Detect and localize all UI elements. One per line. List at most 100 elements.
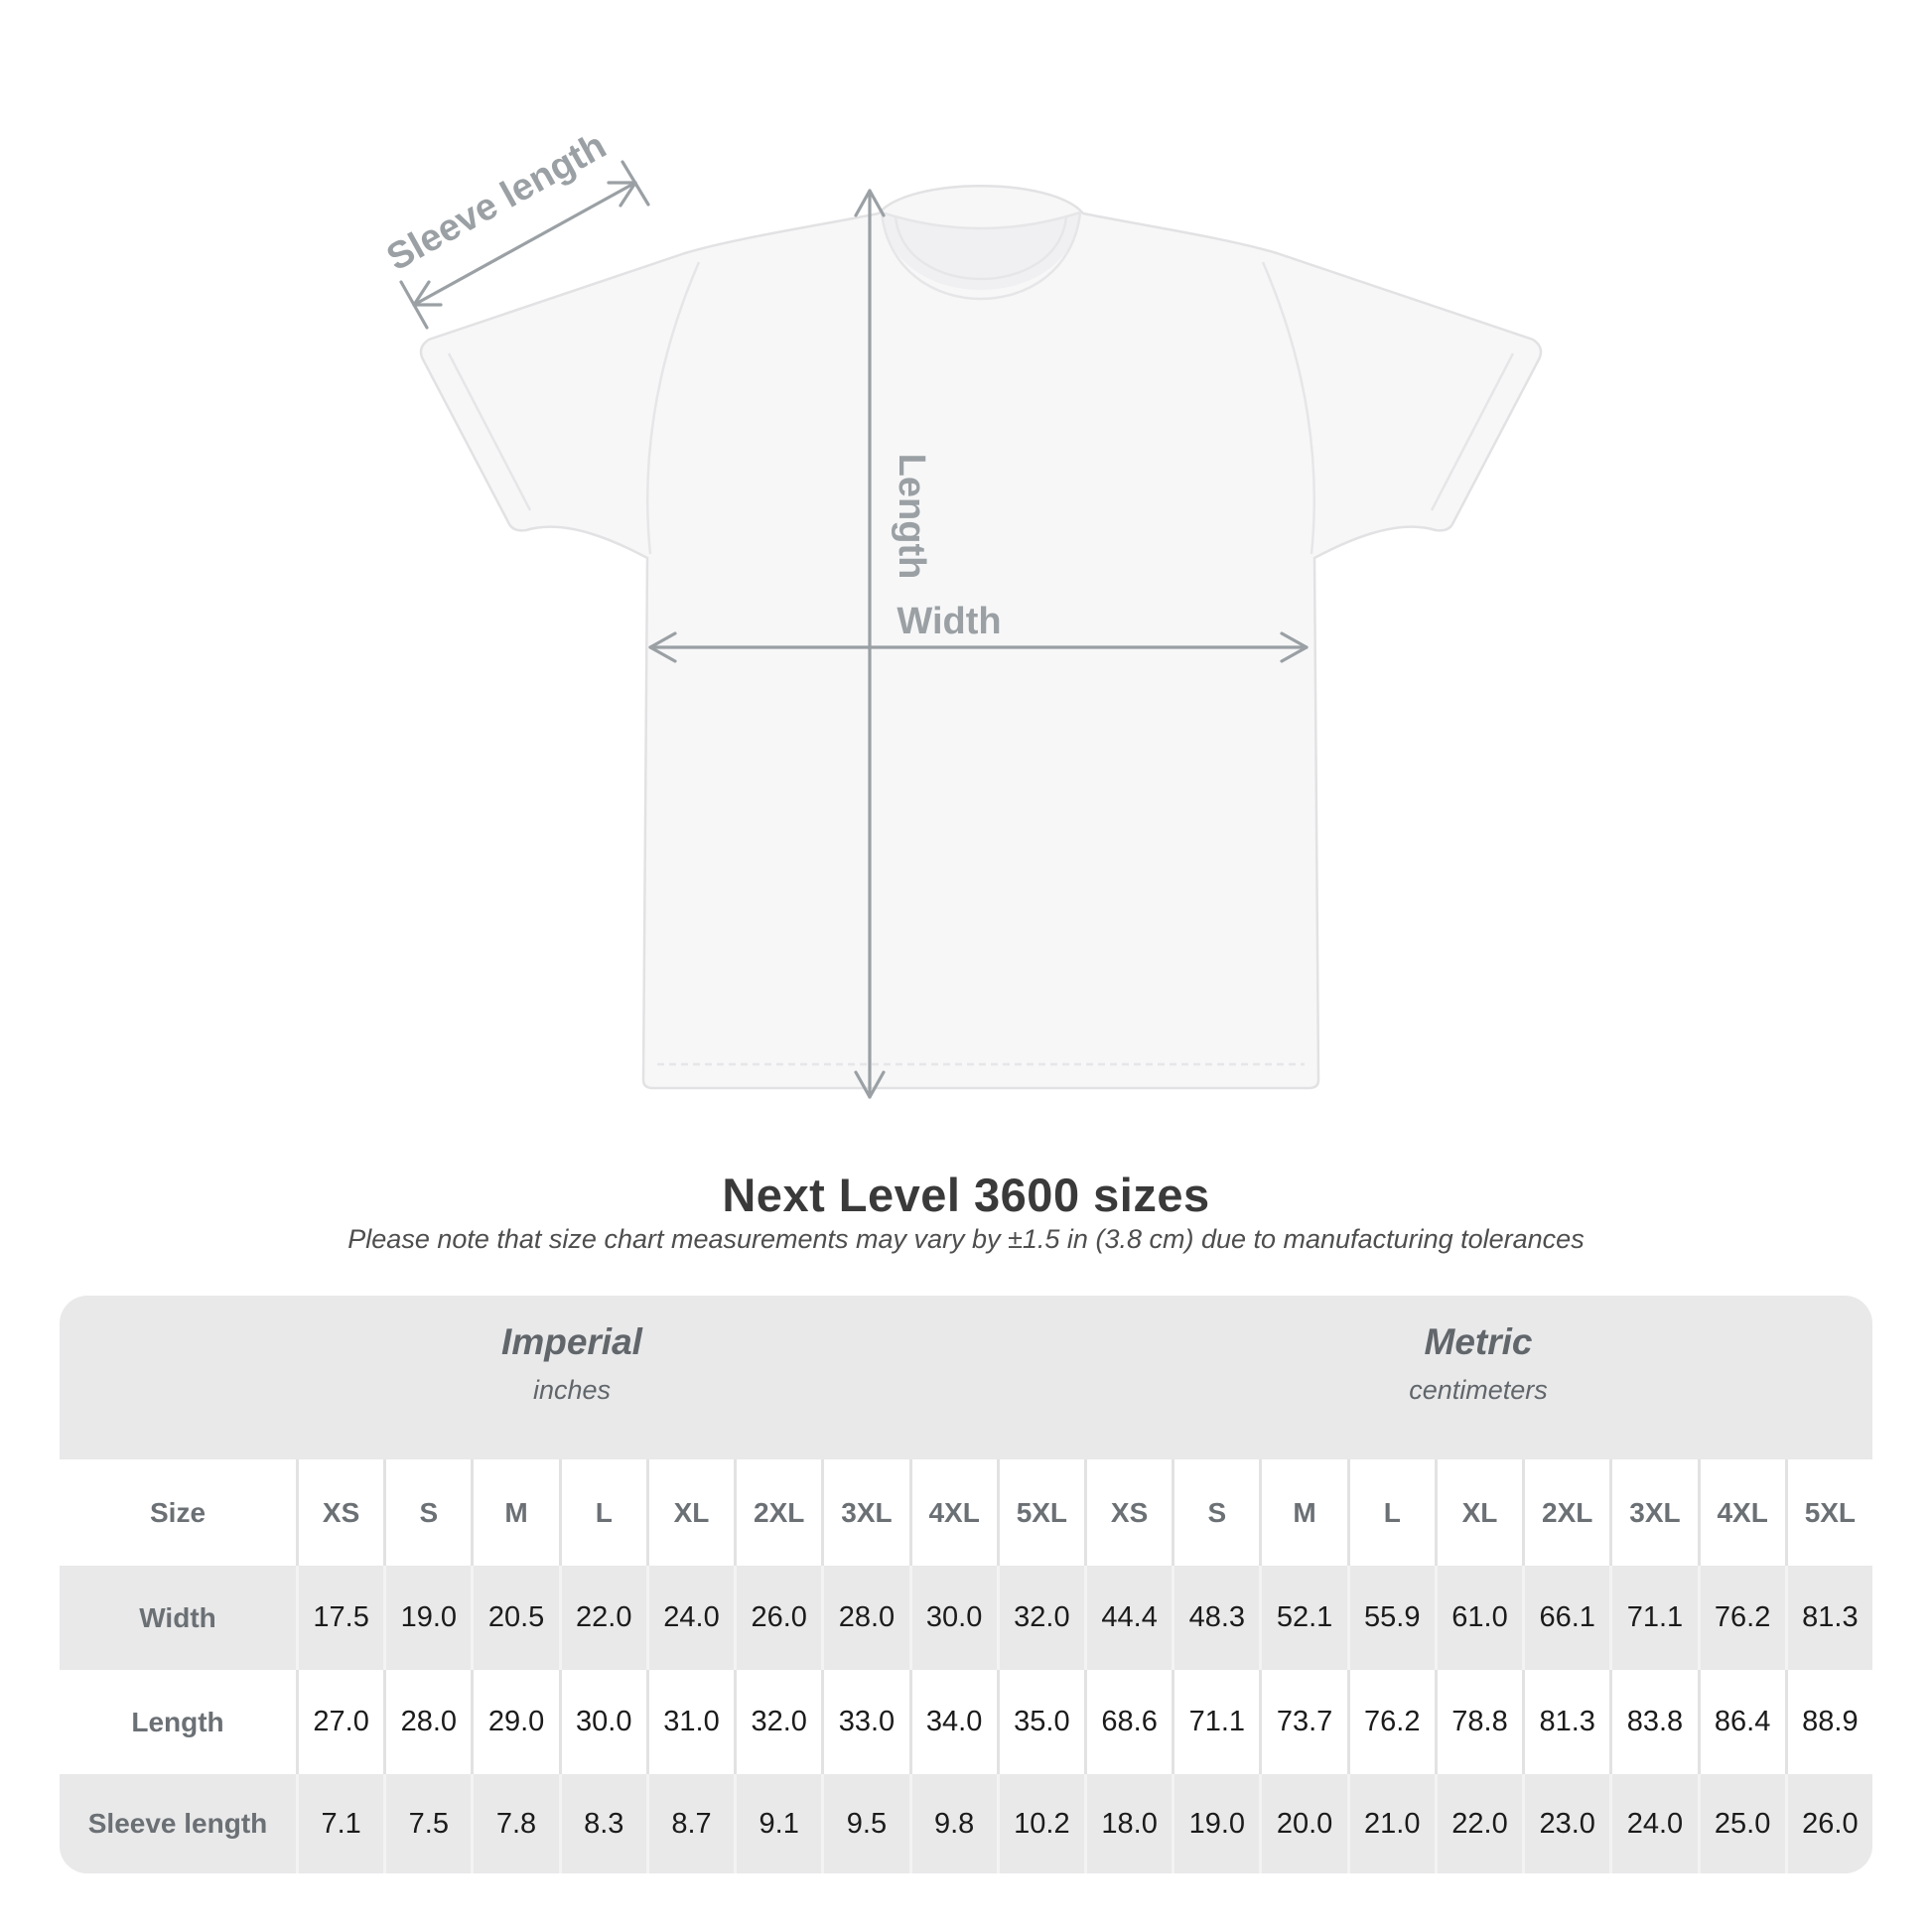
table-cell: 22.0 [558, 1566, 646, 1670]
table-cell: 83.8 [1609, 1670, 1697, 1774]
row-label: Length [131, 1706, 224, 1737]
table-cell: 20.0 [1259, 1774, 1346, 1873]
table-cell: 9.1 [734, 1774, 821, 1873]
size-header: XS [1083, 1459, 1172, 1566]
table-cell: 30.0 [908, 1566, 997, 1670]
width-label: Width [897, 601, 1001, 642]
sleeve-length-arrow [399, 160, 650, 330]
table-cell: 71.1 [1172, 1670, 1259, 1774]
collar-inner-seam [894, 215, 1068, 281]
left-sleeve-hem [447, 352, 532, 511]
right-sleeve-hem [1430, 352, 1515, 511]
unit-group-name: Metric [1424, 1321, 1533, 1362]
size-header: M [471, 1459, 558, 1566]
size-header: XS [296, 1459, 383, 1566]
table-cell: 32.0 [996, 1566, 1084, 1670]
unit-group-imperial: Imperial inches [60, 1296, 1084, 1459]
size-header: L [1346, 1459, 1435, 1566]
size-header: 2XL [734, 1459, 821, 1566]
table-cell: 61.0 [1434, 1566, 1522, 1670]
table-cell: 68.6 [1083, 1670, 1172, 1774]
table-cell: 66.1 [1522, 1566, 1609, 1670]
collar-outer-seam [880, 211, 1082, 301]
table-cell: 31.0 [645, 1670, 734, 1774]
table-cell: 76.2 [1697, 1566, 1785, 1670]
table-cell: 44.4 [1083, 1566, 1172, 1670]
tshirt-illustration [419, 185, 1543, 1090]
unit-group-name: Imperial [501, 1321, 642, 1362]
table-cell: 78.8 [1434, 1670, 1522, 1774]
row-label: Sleeve length [87, 1808, 268, 1839]
length-label: Length [891, 454, 932, 580]
size-header: 4XL [1697, 1459, 1785, 1566]
size-header: 5XL [1784, 1459, 1872, 1566]
length-arrow [854, 189, 886, 1099]
table-cell: 22.0 [1434, 1774, 1522, 1873]
unit-header-row: Imperial inches Metric centimeters [60, 1296, 1872, 1459]
table-cell: 9.5 [821, 1774, 908, 1873]
size-header: 3XL [821, 1459, 908, 1566]
table-cell: 73.7 [1259, 1670, 1346, 1774]
table-cell: 81.3 [1522, 1670, 1609, 1774]
table-cell: 20.5 [471, 1566, 558, 1670]
table-cell: 88.9 [1784, 1670, 1872, 1774]
table-cell: 9.8 [908, 1774, 997, 1873]
table-cell: 8.7 [645, 1774, 734, 1873]
table-cell: 19.0 [383, 1566, 471, 1670]
table-cell: 52.1 [1259, 1566, 1346, 1670]
size-header: 4XL [908, 1459, 997, 1566]
table-cell: 71.1 [1609, 1566, 1697, 1670]
table-cell: 48.3 [1172, 1566, 1259, 1670]
table-cell: 81.3 [1784, 1566, 1872, 1670]
table-cell: 21.0 [1346, 1774, 1435, 1873]
size-header: XL [645, 1459, 734, 1566]
size-header: XL [1434, 1459, 1522, 1566]
back-neck-seam [881, 210, 1081, 230]
table-cell: 24.0 [645, 1566, 734, 1670]
collar-shading [882, 212, 1080, 290]
size-column-header: Size [149, 1496, 207, 1528]
table-cell: 35.0 [996, 1670, 1084, 1774]
table-cell: 26.0 [1784, 1774, 1872, 1873]
sleeve-length-label: Sleeve length [380, 125, 614, 280]
table-header-row: Size XS S M L XL 2XL 3XL 4XL 5XL XS S M … [60, 1459, 1872, 1566]
unit-group-unit: inches [532, 1375, 612, 1405]
table-cell: 30.0 [558, 1670, 646, 1774]
table-cell: 17.5 [296, 1566, 383, 1670]
table-cell: 24.0 [1609, 1774, 1697, 1873]
table-cell: 7.8 [471, 1774, 558, 1873]
right-armhole-seam [1261, 261, 1315, 555]
page-title: Next Level 3600 sizes [722, 1169, 1210, 1221]
table-row-width: Width 17.5 19.0 20.5 22.0 24.0 26.0 28.0… [60, 1566, 1872, 1670]
table-cell: 18.0 [1083, 1774, 1172, 1873]
table-cell: 7.1 [296, 1774, 383, 1873]
table-cell: 10.2 [996, 1774, 1084, 1873]
table-cell: 55.9 [1346, 1566, 1435, 1670]
table-cell: 27.0 [296, 1670, 383, 1774]
table-cell: 23.0 [1522, 1774, 1609, 1873]
size-header: 5XL [996, 1459, 1084, 1566]
row-label: Width [139, 1601, 216, 1633]
size-header: S [383, 1459, 471, 1566]
left-armhole-seam [646, 261, 701, 555]
width-arrow [648, 631, 1309, 663]
table-cell: 76.2 [1346, 1670, 1435, 1774]
table-cell: 29.0 [471, 1670, 558, 1774]
table-cell: 26.0 [734, 1566, 821, 1670]
table-cell: 19.0 [1172, 1774, 1259, 1873]
table-cell: 86.4 [1697, 1670, 1785, 1774]
table-cell: 8.3 [558, 1774, 646, 1873]
table-cell: 7.5 [383, 1774, 471, 1873]
table-cell: 33.0 [821, 1670, 908, 1774]
table-cell: 28.0 [821, 1566, 908, 1670]
unit-group-unit: centimeters [1409, 1375, 1548, 1405]
table-row-sleeve-length: Sleeve length 7.1 7.5 7.8 8.3 8.7 9.1 9.… [60, 1774, 1872, 1873]
table-cell: 34.0 [908, 1670, 997, 1774]
table-cell: 32.0 [734, 1670, 821, 1774]
page-subtitle: Please note that size chart measurements… [347, 1224, 1585, 1254]
size-header: S [1172, 1459, 1259, 1566]
table-row-length: Length 27.0 28.0 29.0 30.0 31.0 32.0 33.… [60, 1670, 1872, 1774]
size-header: 2XL [1522, 1459, 1609, 1566]
tshirt-diagram: Sleeve length Length Width [380, 125, 1543, 1099]
